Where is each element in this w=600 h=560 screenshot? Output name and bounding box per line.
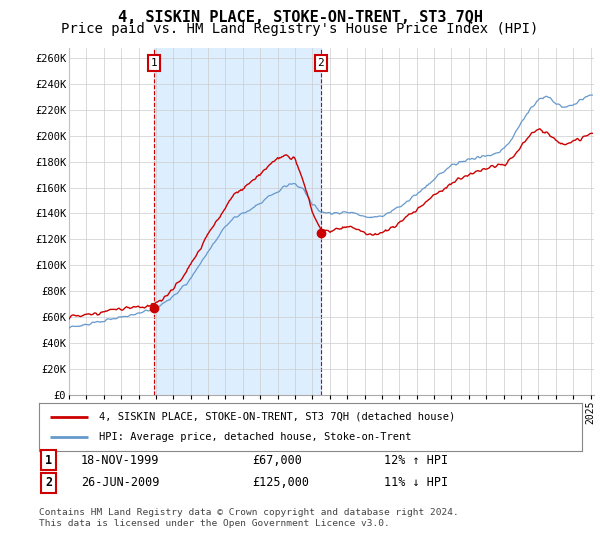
Text: Price paid vs. HM Land Registry's House Price Index (HPI): Price paid vs. HM Land Registry's House … — [61, 22, 539, 36]
Text: 18-NOV-1999: 18-NOV-1999 — [81, 454, 160, 467]
Text: 1: 1 — [151, 58, 157, 68]
Bar — [154, 48, 321, 395]
Text: Contains HM Land Registry data © Crown copyright and database right 2024.
This d: Contains HM Land Registry data © Crown c… — [39, 508, 459, 528]
Text: 2: 2 — [45, 476, 52, 489]
Text: 12% ↑ HPI: 12% ↑ HPI — [384, 454, 448, 467]
Text: 1: 1 — [45, 454, 52, 467]
Text: 26-JUN-2009: 26-JUN-2009 — [81, 476, 160, 489]
Text: 4, SISKIN PLACE, STOKE-ON-TRENT, ST3 7QH: 4, SISKIN PLACE, STOKE-ON-TRENT, ST3 7QH — [118, 10, 482, 25]
Text: £125,000: £125,000 — [252, 476, 309, 489]
Text: 11% ↓ HPI: 11% ↓ HPI — [384, 476, 448, 489]
Text: 2: 2 — [317, 58, 324, 68]
Text: £67,000: £67,000 — [252, 454, 302, 467]
Text: 4, SISKIN PLACE, STOKE-ON-TRENT, ST3 7QH (detached house): 4, SISKIN PLACE, STOKE-ON-TRENT, ST3 7QH… — [99, 412, 455, 422]
Text: HPI: Average price, detached house, Stoke-on-Trent: HPI: Average price, detached house, Stok… — [99, 432, 411, 442]
